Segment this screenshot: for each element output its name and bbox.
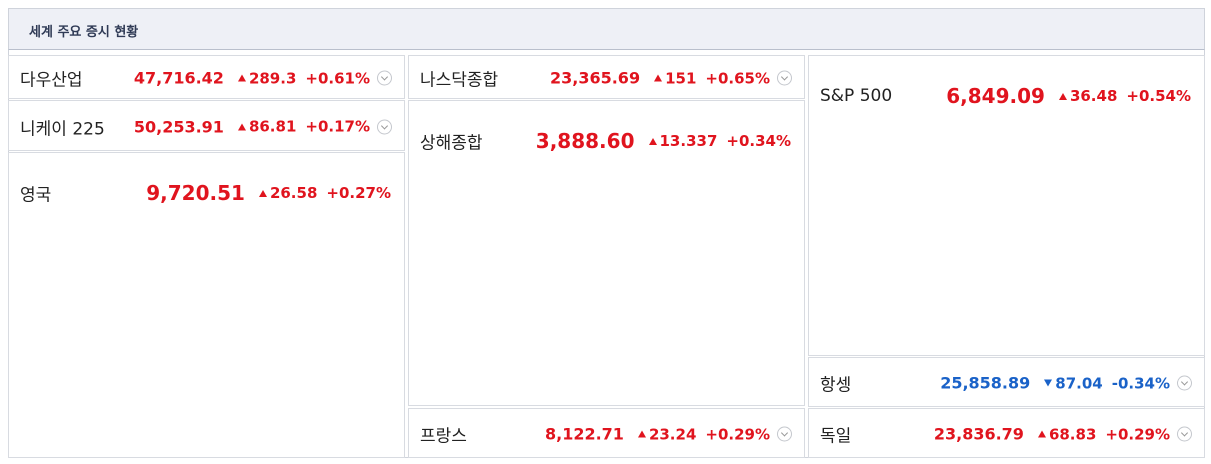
market-name: 상해종합 — [420, 133, 483, 154]
expand-button[interactable] — [1177, 426, 1192, 442]
market-name: 나스닥종합 — [420, 70, 499, 91]
change: 26.58 — [269, 184, 318, 202]
change: 36.48 — [1069, 87, 1118, 105]
change: 13.337 — [659, 132, 718, 150]
direction-arrow — [1037, 430, 1046, 438]
quote: 8,122.71 23.24 +0.29% — [545, 425, 770, 444]
market-row: 다우산업 47,716.42 289.3 +0.61% — [8, 55, 405, 99]
price: 6,849.09 — [946, 84, 1045, 108]
market-name: S&P 500 — [820, 86, 893, 106]
price: 25,858.89 — [940, 373, 1031, 393]
market-panel: S&P 500 6,849.09 36.48 +0.54% — [808, 55, 1205, 356]
change-percent: +0.61% — [305, 69, 370, 87]
quote: 3,888.60 13.337 +0.34% — [536, 129, 791, 153]
price: 9,720.51 — [146, 181, 245, 205]
change: 23.24 — [648, 425, 697, 443]
change-percent: +0.65% — [705, 69, 770, 87]
market-row: 나스닥종합 23,365.69 151 +0.65% — [408, 55, 805, 99]
change: 86.81 — [248, 117, 297, 136]
market-row: 프랑스 8,122.71 23.24 +0.29% — [408, 408, 805, 458]
direction-arrow — [237, 74, 246, 82]
expand-button[interactable] — [777, 70, 792, 86]
direction-arrow — [1058, 92, 1067, 100]
quote: 25,858.89 87.04 -0.34% — [940, 374, 1170, 393]
price: 23,365.69 — [549, 68, 641, 88]
change-percent: +0.17% — [305, 117, 370, 136]
change-percent: -0.34% — [1111, 374, 1170, 392]
change-percent: +0.54% — [1126, 87, 1191, 105]
direction-arrow — [637, 430, 646, 438]
header: 세계 주요 증시 현황 — [8, 8, 1205, 50]
change-percent: +0.29% — [1105, 425, 1170, 443]
market-name: 독일 — [820, 426, 852, 447]
direction-arrow — [258, 189, 267, 197]
change: 68.83 — [1048, 425, 1097, 443]
price: 8,122.71 — [544, 424, 624, 444]
market-row: 항셍 25,858.89 87.04 -0.34% — [808, 357, 1205, 407]
quote: 23,836.79 68.83 +0.29% — [934, 425, 1170, 444]
market-name: 영국 — [20, 185, 52, 206]
price: 3,888.60 — [535, 129, 635, 153]
market-name: 프랑스 — [420, 426, 467, 447]
change-percent: +0.34% — [726, 132, 791, 150]
change: 289.3 — [248, 69, 297, 87]
price: 47,716.42 — [133, 68, 224, 88]
market-panel: 영국 9,720.51 26.58 +0.27% — [8, 152, 405, 458]
direction-arrow — [654, 74, 663, 82]
change-percent: +0.27% — [326, 184, 391, 202]
change: 87.04 — [1055, 374, 1103, 392]
market-row: 니케이 225 50,253.91 86.81 +0.17% — [8, 100, 405, 151]
direction-arrow — [648, 137, 657, 145]
price: 23,836.79 — [933, 424, 1024, 444]
quote: 50,253.91 86.81 +0.17% — [134, 117, 370, 136]
header-title: 세계 주요 증시 현황 — [29, 25, 139, 40]
change-percent: +0.29% — [705, 425, 770, 443]
market-row: 독일 23,836.79 68.83 +0.29% — [808, 408, 1205, 458]
change: 151 — [665, 69, 697, 87]
expand-button[interactable] — [377, 70, 392, 86]
market-name: 항셍 — [820, 375, 852, 396]
market-name: 니케이 225 — [20, 119, 105, 139]
market-name: 다우산업 — [20, 70, 83, 91]
expand-button[interactable] — [1177, 375, 1192, 391]
quote: 23,365.69 151 +0.65% — [550, 69, 770, 88]
quote: 6,849.09 36.48 +0.54% — [946, 84, 1191, 108]
price: 50,253.91 — [133, 117, 224, 136]
direction-arrow — [237, 123, 246, 130]
quote: 47,716.42 289.3 +0.61% — [134, 69, 370, 88]
direction-arrow — [1044, 379, 1053, 387]
quote: 9,720.51 26.58 +0.27% — [146, 181, 391, 205]
expand-button[interactable] — [377, 119, 392, 134]
expand-button[interactable] — [777, 426, 792, 442]
market-panel: 상해종합 3,888.60 13.337 +0.34% — [408, 100, 805, 406]
